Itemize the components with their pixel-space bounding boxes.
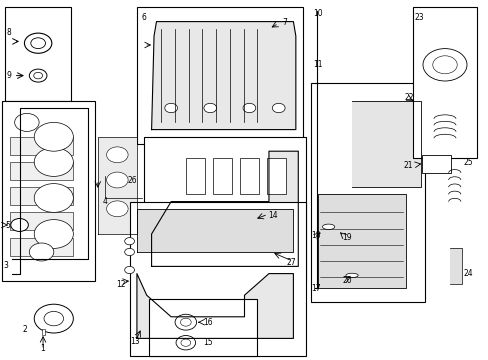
Circle shape <box>203 103 216 113</box>
Circle shape <box>124 248 134 256</box>
Text: 25: 25 <box>463 158 472 166</box>
Circle shape <box>44 311 63 326</box>
Bar <box>149 299 256 356</box>
Text: 22: 22 <box>404 93 413 102</box>
Text: 14: 14 <box>267 211 277 220</box>
Polygon shape <box>151 151 298 266</box>
Text: 16: 16 <box>203 318 212 327</box>
Text: 10: 10 <box>312 9 322 18</box>
Text: 27: 27 <box>285 258 295 267</box>
Text: 17: 17 <box>311 284 321 293</box>
Text: 8: 8 <box>6 28 11 37</box>
Text: 15: 15 <box>203 338 212 347</box>
Circle shape <box>34 184 73 212</box>
Circle shape <box>11 219 28 231</box>
Bar <box>185 158 205 194</box>
Ellipse shape <box>345 273 357 278</box>
Circle shape <box>180 318 191 326</box>
Text: 24: 24 <box>463 269 472 278</box>
Text: 21: 21 <box>403 161 412 170</box>
Circle shape <box>29 69 47 82</box>
Text: 4: 4 <box>102 197 107 206</box>
Text: 2: 2 <box>22 325 27 334</box>
Polygon shape <box>449 248 461 284</box>
Circle shape <box>34 122 73 151</box>
Polygon shape <box>151 22 295 130</box>
Text: 20: 20 <box>342 276 351 284</box>
Bar <box>212 158 232 194</box>
Text: 7: 7 <box>282 18 287 27</box>
Circle shape <box>31 38 45 49</box>
Circle shape <box>29 243 54 261</box>
Circle shape <box>34 220 73 248</box>
Circle shape <box>422 49 466 81</box>
Circle shape <box>106 147 128 163</box>
Text: 18: 18 <box>311 231 320 240</box>
Circle shape <box>164 103 177 113</box>
Circle shape <box>34 72 42 79</box>
Bar <box>239 158 259 194</box>
Text: 13: 13 <box>130 337 140 346</box>
Circle shape <box>181 339 190 346</box>
Bar <box>10 212 73 230</box>
Polygon shape <box>98 137 137 234</box>
Text: 26: 26 <box>127 176 137 185</box>
Text: 23: 23 <box>413 13 423 22</box>
Text: 1: 1 <box>41 344 45 353</box>
Bar <box>10 137 73 155</box>
Circle shape <box>176 336 195 350</box>
Circle shape <box>272 103 285 113</box>
Circle shape <box>124 266 134 274</box>
Bar <box>421 155 450 173</box>
Text: 3: 3 <box>3 261 8 270</box>
Bar <box>412 7 476 158</box>
Bar <box>137 7 303 144</box>
Polygon shape <box>137 209 293 252</box>
Circle shape <box>34 148 73 176</box>
Bar <box>129 202 305 356</box>
Text: 12: 12 <box>116 280 125 289</box>
Bar <box>5 7 71 101</box>
Circle shape <box>175 314 196 330</box>
Text: 11: 11 <box>312 60 322 69</box>
Text: 9: 9 <box>6 71 11 80</box>
Circle shape <box>106 201 128 217</box>
Polygon shape <box>317 194 405 288</box>
Polygon shape <box>351 101 420 187</box>
Circle shape <box>124 238 134 245</box>
Circle shape <box>243 103 255 113</box>
Ellipse shape <box>322 224 334 230</box>
Bar <box>10 238 73 256</box>
Circle shape <box>15 113 39 131</box>
Circle shape <box>106 172 128 188</box>
Bar <box>10 162 73 180</box>
Text: 5: 5 <box>5 220 10 230</box>
Bar <box>41 329 45 335</box>
Bar <box>266 158 285 194</box>
Circle shape <box>432 56 456 74</box>
Bar <box>10 187 73 205</box>
Bar <box>310 83 425 302</box>
Circle shape <box>34 304 73 333</box>
Bar <box>144 137 305 281</box>
Polygon shape <box>137 274 293 338</box>
Text: 6: 6 <box>142 13 146 22</box>
Bar <box>2 101 95 281</box>
Circle shape <box>24 33 52 53</box>
Text: 19: 19 <box>342 233 351 242</box>
